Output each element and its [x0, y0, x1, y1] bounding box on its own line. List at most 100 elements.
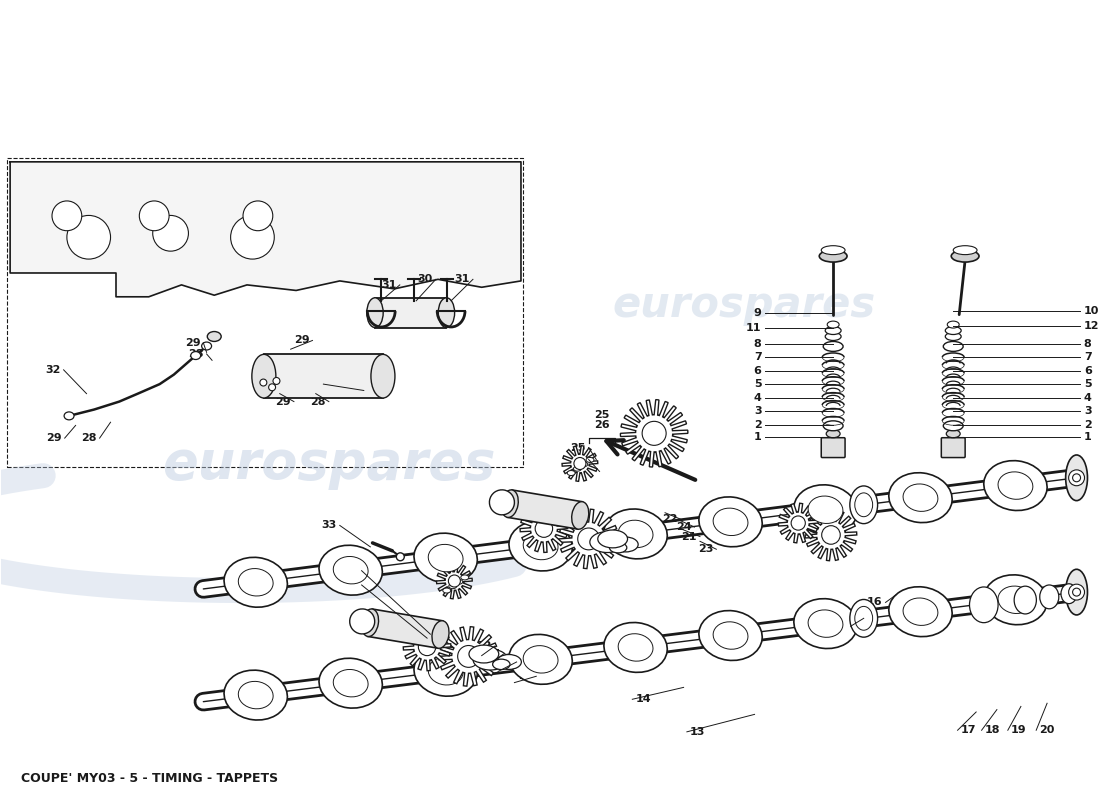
Text: 31: 31 [382, 280, 397, 290]
Polygon shape [805, 509, 857, 561]
Text: eurospares: eurospares [612, 284, 876, 326]
Ellipse shape [604, 622, 668, 672]
Ellipse shape [224, 670, 287, 720]
Ellipse shape [820, 250, 847, 262]
Ellipse shape [983, 575, 1047, 625]
Ellipse shape [333, 557, 369, 584]
Text: 9: 9 [754, 308, 761, 318]
Bar [7, 158, 524, 467]
Text: 27: 27 [345, 386, 361, 395]
Ellipse shape [945, 333, 961, 341]
Text: 25: 25 [343, 580, 359, 590]
Ellipse shape [524, 646, 558, 673]
Ellipse shape [201, 342, 211, 350]
FancyBboxPatch shape [942, 438, 965, 458]
Text: 21: 21 [682, 531, 697, 542]
Text: 28: 28 [188, 349, 204, 359]
Text: 24: 24 [485, 649, 501, 659]
Text: 23: 23 [698, 544, 714, 554]
Ellipse shape [713, 622, 748, 650]
Ellipse shape [946, 430, 960, 438]
Ellipse shape [850, 599, 878, 637]
Text: 7: 7 [1084, 352, 1091, 362]
Text: 1: 1 [1084, 432, 1091, 442]
Ellipse shape [207, 331, 221, 342]
Ellipse shape [590, 532, 625, 553]
Polygon shape [779, 503, 818, 543]
Text: 2: 2 [754, 420, 761, 430]
Ellipse shape [823, 421, 843, 430]
Ellipse shape [952, 250, 979, 262]
FancyBboxPatch shape [822, 438, 845, 458]
Circle shape [574, 458, 586, 470]
Circle shape [642, 422, 667, 446]
Text: 2: 2 [1084, 420, 1091, 430]
Ellipse shape [903, 598, 938, 626]
Ellipse shape [823, 342, 843, 351]
Ellipse shape [239, 569, 273, 596]
Ellipse shape [850, 486, 878, 524]
Ellipse shape [428, 658, 463, 685]
Text: 6: 6 [1084, 366, 1091, 376]
Text: 5: 5 [754, 379, 761, 389]
Ellipse shape [432, 621, 449, 648]
Ellipse shape [568, 470, 575, 475]
Ellipse shape [889, 586, 953, 637]
Text: 26: 26 [343, 566, 359, 576]
Ellipse shape [822, 246, 845, 254]
Text: 29: 29 [275, 397, 290, 406]
Ellipse shape [1062, 584, 1077, 604]
Text: 18: 18 [984, 726, 1000, 735]
Polygon shape [404, 623, 451, 670]
Ellipse shape [855, 493, 872, 517]
Text: 7: 7 [754, 352, 761, 362]
Text: 5: 5 [1084, 379, 1091, 389]
Text: 6: 6 [754, 366, 761, 376]
Text: 16: 16 [867, 598, 882, 607]
Polygon shape [10, 162, 521, 297]
Text: eurospares: eurospares [162, 438, 495, 490]
Text: 10: 10 [1084, 306, 1099, 316]
Ellipse shape [454, 579, 463, 584]
Ellipse shape [903, 484, 938, 511]
Ellipse shape [428, 544, 463, 572]
Polygon shape [507, 490, 583, 529]
Ellipse shape [319, 658, 383, 708]
Polygon shape [439, 626, 498, 686]
Ellipse shape [509, 521, 572, 571]
Text: 33: 33 [321, 521, 337, 530]
Ellipse shape [825, 333, 842, 341]
Polygon shape [559, 510, 618, 569]
Text: 22: 22 [476, 641, 492, 651]
Ellipse shape [609, 542, 627, 553]
Text: 29: 29 [46, 433, 62, 443]
Polygon shape [375, 298, 447, 327]
Polygon shape [437, 563, 472, 599]
Ellipse shape [618, 634, 653, 661]
Circle shape [67, 215, 110, 259]
Ellipse shape [414, 533, 477, 583]
Ellipse shape [889, 473, 953, 522]
Text: 26: 26 [594, 420, 609, 430]
Text: 15: 15 [854, 622, 869, 631]
Circle shape [458, 646, 480, 667]
Text: 17: 17 [960, 726, 976, 735]
Ellipse shape [461, 575, 469, 580]
Ellipse shape [524, 532, 558, 560]
Ellipse shape [64, 412, 74, 420]
Polygon shape [264, 354, 383, 398]
Circle shape [396, 553, 405, 561]
Text: 1: 1 [754, 432, 761, 442]
Ellipse shape [586, 458, 594, 462]
Text: 19: 19 [1011, 726, 1026, 735]
Ellipse shape [998, 586, 1033, 614]
Ellipse shape [224, 558, 287, 607]
Ellipse shape [414, 646, 477, 696]
Ellipse shape [945, 326, 961, 334]
Polygon shape [520, 505, 568, 553]
Text: 23: 23 [518, 671, 534, 682]
Ellipse shape [268, 384, 276, 390]
Ellipse shape [469, 645, 498, 663]
Ellipse shape [983, 461, 1047, 510]
Text: 29: 29 [294, 335, 309, 346]
